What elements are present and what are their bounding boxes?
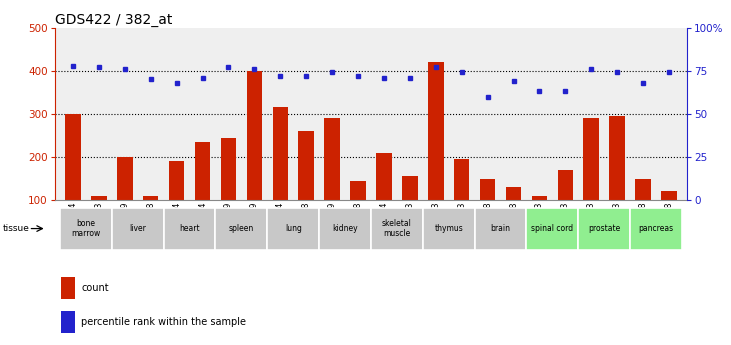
- Bar: [526, 208, 578, 249]
- Bar: [506, 187, 521, 243]
- Text: bone
marrow: bone marrow: [72, 219, 101, 238]
- Text: tissue: tissue: [3, 224, 30, 233]
- Bar: [531, 196, 548, 243]
- Text: GDS422 / 382_at: GDS422 / 382_at: [55, 12, 173, 27]
- Text: percentile rank within the sample: percentile rank within the sample: [81, 317, 246, 327]
- Bar: [583, 118, 599, 243]
- Bar: [319, 208, 371, 249]
- Bar: [169, 161, 184, 243]
- Bar: [350, 181, 366, 243]
- Bar: [630, 208, 682, 249]
- Text: heart: heart: [179, 224, 200, 233]
- Text: spleen: spleen: [229, 224, 254, 233]
- Bar: [376, 152, 392, 243]
- Bar: [61, 311, 75, 333]
- Bar: [112, 208, 164, 249]
- Bar: [558, 170, 573, 243]
- Text: skeletal
muscle: skeletal muscle: [382, 219, 412, 238]
- Bar: [246, 71, 262, 243]
- Text: thymus: thymus: [434, 224, 463, 233]
- Bar: [164, 208, 216, 249]
- Bar: [194, 142, 211, 243]
- Bar: [423, 208, 474, 249]
- Bar: [428, 62, 444, 243]
- Bar: [216, 208, 268, 249]
- Text: count: count: [81, 283, 109, 293]
- Bar: [610, 116, 625, 243]
- Bar: [221, 138, 236, 243]
- Text: brain: brain: [491, 224, 510, 233]
- Bar: [454, 159, 469, 243]
- Bar: [635, 179, 651, 243]
- Text: liver: liver: [129, 224, 146, 233]
- Bar: [91, 196, 107, 243]
- Text: spinal cord: spinal cord: [531, 224, 573, 233]
- Text: pancreas: pancreas: [638, 224, 673, 233]
- Bar: [268, 208, 319, 249]
- Bar: [474, 208, 526, 249]
- Bar: [273, 107, 288, 243]
- Bar: [578, 208, 630, 249]
- Bar: [298, 131, 314, 243]
- Bar: [402, 176, 417, 243]
- Bar: [480, 179, 496, 243]
- Bar: [371, 208, 423, 249]
- Bar: [65, 114, 80, 243]
- Text: kidney: kidney: [333, 224, 358, 233]
- Bar: [662, 191, 677, 243]
- Text: prostate: prostate: [588, 224, 621, 233]
- Bar: [143, 196, 159, 243]
- Bar: [117, 157, 132, 243]
- Text: lung: lung: [285, 224, 302, 233]
- Bar: [61, 277, 75, 299]
- Bar: [60, 208, 112, 249]
- Bar: [325, 118, 340, 243]
